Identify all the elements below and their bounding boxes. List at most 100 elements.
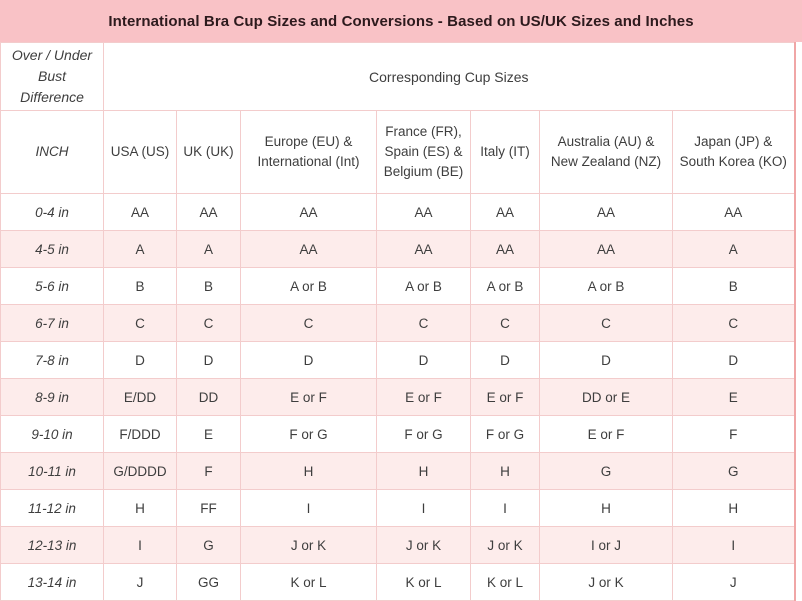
size-cell: I bbox=[240, 489, 377, 527]
inch-cell: 4-5 in bbox=[0, 230, 104, 268]
size-cell: C bbox=[176, 304, 241, 342]
size-cell: E or F bbox=[376, 378, 471, 416]
table-row: 0-4 in AA AA AA AA AA AA AA bbox=[0, 193, 796, 231]
bra-size-conversion-table: Over / Under Bust Difference Correspondi… bbox=[0, 42, 796, 601]
size-cell: E or F bbox=[539, 415, 673, 453]
size-cell: D bbox=[539, 341, 673, 379]
size-cell: F/DDD bbox=[103, 415, 177, 453]
size-cell: D bbox=[103, 341, 177, 379]
size-cell: A or B bbox=[240, 267, 377, 305]
size-cell: H bbox=[470, 452, 540, 490]
size-cell: H bbox=[539, 489, 673, 527]
size-cell: C bbox=[240, 304, 377, 342]
col-header-europe: Europe (EU) & International (Int) bbox=[240, 110, 377, 194]
size-cell: B bbox=[103, 267, 177, 305]
size-cell: H bbox=[376, 452, 471, 490]
size-cell: A or B bbox=[376, 267, 471, 305]
size-cell: H bbox=[103, 489, 177, 527]
size-cell: C bbox=[671, 304, 796, 342]
col-header-uk: UK (UK) bbox=[176, 110, 241, 194]
size-cell: J or K bbox=[539, 563, 673, 601]
size-cell: F bbox=[176, 452, 241, 490]
inch-cell: 7-8 in bbox=[0, 341, 104, 379]
corner-header: Over / Under Bust Difference bbox=[0, 42, 104, 111]
size-cell: F or G bbox=[376, 415, 471, 453]
size-cell: AA bbox=[539, 230, 673, 268]
size-cell: G bbox=[176, 526, 241, 564]
col-header-inch: INCH bbox=[0, 110, 104, 194]
merged-header-row: Over / Under Bust Difference Correspondi… bbox=[0, 42, 796, 111]
size-cell: I bbox=[470, 489, 540, 527]
size-cell: AA bbox=[240, 193, 377, 231]
size-cell: I bbox=[376, 489, 471, 527]
size-cell: E/DD bbox=[103, 378, 177, 416]
size-cell: D bbox=[376, 341, 471, 379]
size-cell: C bbox=[103, 304, 177, 342]
size-cell: D bbox=[671, 341, 796, 379]
inch-cell: 9-10 in bbox=[0, 415, 104, 453]
size-cell: I bbox=[103, 526, 177, 564]
table-row: 6-7 in C C C C C C C bbox=[0, 304, 796, 342]
size-cell: K or L bbox=[470, 563, 540, 601]
size-cell: A or B bbox=[470, 267, 540, 305]
size-cell: K or L bbox=[240, 563, 377, 601]
size-cell: FF bbox=[176, 489, 241, 527]
inch-cell: 5-6 in bbox=[0, 267, 104, 305]
size-cell: D bbox=[470, 341, 540, 379]
table-row: 11-12 in H FF I I I H H bbox=[0, 489, 796, 527]
inch-cell: 11-12 in bbox=[0, 489, 104, 527]
size-cell: E or F bbox=[470, 378, 540, 416]
size-cell: A bbox=[176, 230, 241, 268]
size-cell: A bbox=[671, 230, 796, 268]
inch-cell: 6-7 in bbox=[0, 304, 104, 342]
size-cell: I or J bbox=[539, 526, 673, 564]
size-cell: AA bbox=[539, 193, 673, 231]
size-cell: F or G bbox=[240, 415, 377, 453]
size-cell: E bbox=[671, 378, 796, 416]
size-cell: E or F bbox=[240, 378, 377, 416]
size-cell: G/DDDD bbox=[103, 452, 177, 490]
size-cell: J or K bbox=[376, 526, 471, 564]
size-cell: A bbox=[103, 230, 177, 268]
table-body: 0-4 in AA AA AA AA AA AA AA 4-5 in A A AA AA AA AA A 5-6… bbox=[0, 193, 796, 601]
size-cell: D bbox=[176, 341, 241, 379]
table-row: 4-5 in A A AA AA AA AA A bbox=[0, 230, 796, 268]
size-cell: AA bbox=[103, 193, 177, 231]
size-cell: B bbox=[671, 267, 796, 305]
merged-header: Corresponding Cup Sizes bbox=[102, 42, 796, 111]
size-cell: F or G bbox=[470, 415, 540, 453]
size-cell: C bbox=[376, 304, 471, 342]
size-cell: G bbox=[539, 452, 673, 490]
size-cell: C bbox=[470, 304, 540, 342]
size-cell: D bbox=[240, 341, 377, 379]
col-header-usa: USA (US) bbox=[103, 110, 177, 194]
size-cell: C bbox=[539, 304, 673, 342]
col-header-france-spain-belgium: France (FR), Spain (ES) & Belgium (BE) bbox=[376, 110, 471, 194]
size-cell: J bbox=[671, 563, 796, 601]
size-cell: AA bbox=[470, 230, 540, 268]
col-header-australia-nz: Australia (AU) & New Zealand (NZ) bbox=[539, 110, 673, 194]
size-cell: DD or E bbox=[539, 378, 673, 416]
size-cell: H bbox=[671, 489, 796, 527]
col-header-italy: Italy (IT) bbox=[470, 110, 540, 194]
size-cell: J or K bbox=[240, 526, 377, 564]
size-cell: DD bbox=[176, 378, 241, 416]
table-title-bar: International Bra Cup Sizes and Conversi… bbox=[0, 0, 802, 42]
size-cell: A or B bbox=[539, 267, 673, 305]
table-row: 7-8 in D D D D D D D bbox=[0, 341, 796, 379]
size-cell: B bbox=[176, 267, 241, 305]
size-cell: K or L bbox=[376, 563, 471, 601]
page-title: International Bra Cup Sizes and Conversi… bbox=[108, 12, 694, 30]
size-cell: AA bbox=[176, 193, 241, 231]
size-cell: E bbox=[176, 415, 241, 453]
table-row: 10-11 in G/DDDD F H H H G G bbox=[0, 452, 796, 490]
size-cell: F bbox=[671, 415, 796, 453]
column-header-row: INCH USA (US) UK (UK) Europe (EU) & Inte… bbox=[0, 110, 796, 194]
size-cell: H bbox=[240, 452, 377, 490]
inch-cell: 12-13 in bbox=[0, 526, 104, 564]
